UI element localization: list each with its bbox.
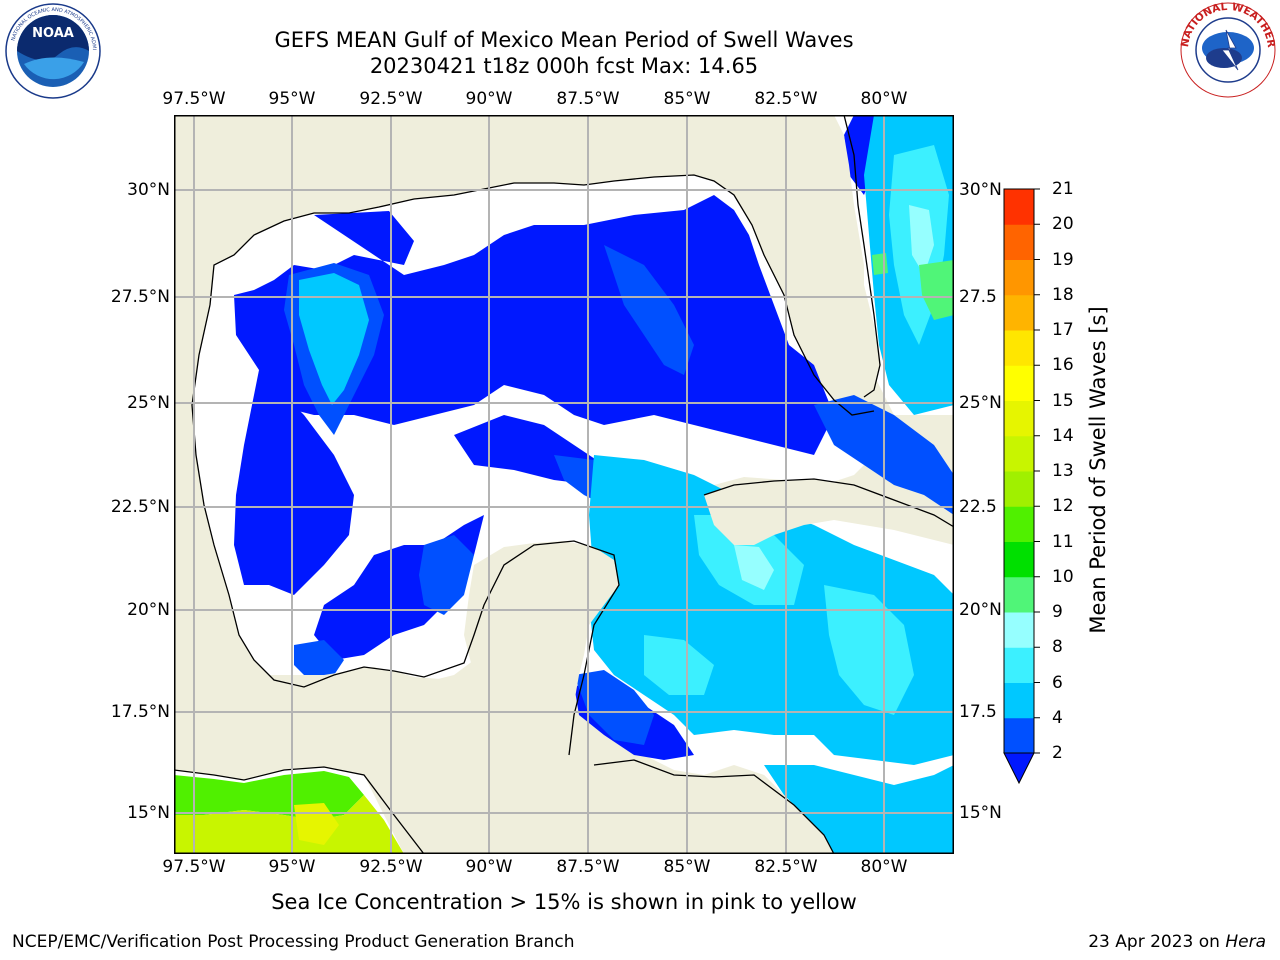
colorbar-tick-label: 8	[1052, 637, 1063, 658]
lon-label-top: 95°W	[268, 89, 316, 109]
colorbar-band	[1004, 717, 1034, 754]
yucatan-land	[464, 541, 619, 775]
colorbar-tick-label: 10	[1052, 566, 1074, 587]
lat-label-left: 25°N	[127, 393, 170, 413]
lon-label-bottom: 92.5°W	[359, 857, 423, 877]
colorbar-band	[1004, 330, 1034, 366]
lat-label-left: 27.5°N	[110, 287, 170, 307]
lat-label-right: 27.5	[959, 287, 997, 307]
lat-label-right: 22.5	[959, 497, 997, 517]
colorbar-band	[1004, 259, 1034, 296]
colorbar-band	[1004, 506, 1034, 542]
colorbar-band	[1004, 612, 1034, 648]
chart-title: GEFS MEAN Gulf of Mexico Mean Period of …	[274, 28, 854, 52]
coastlines	[174, 115, 954, 854]
colorbar-band	[1004, 647, 1034, 683]
colorbar-band	[1004, 365, 1034, 401]
colorbar-label: Mean Period of Swell Waves [s]	[1086, 306, 1110, 634]
colorbar-band	[1004, 400, 1034, 437]
colorbar-band	[1004, 541, 1034, 578]
colorbar-tick-label: 13	[1052, 461, 1074, 481]
colorbar-tick-label: 11	[1052, 531, 1074, 552]
swell-8-9s-contours	[734, 205, 934, 590]
colorbar-tick-label: 20	[1052, 214, 1074, 235]
colorbar-tick-label: 4	[1052, 707, 1063, 728]
lon-label-top: 92.5°W	[359, 89, 423, 109]
colorbar-tick-label: 17	[1052, 320, 1074, 340]
colorbar-tick-label: 14	[1052, 425, 1074, 446]
lon-label-top: 97.5°W	[162, 89, 226, 109]
central-america-land	[174, 667, 834, 854]
colorbar-tick-label: 12	[1052, 496, 1074, 517]
nws-logo: NATIONAL WEATHER SERVICE	[1178, 0, 1277, 98]
colorbar-tick-label: 21	[1052, 179, 1074, 199]
cuba-land	[704, 479, 954, 545]
colorbar-tick-label: 18	[1052, 284, 1074, 305]
colorbar-tick-label: 16	[1052, 355, 1074, 376]
colorbar-under-extension	[1003, 752, 1035, 785]
colorbar-tick-label: 9	[1052, 602, 1063, 622]
colorbar-tick-label: 2	[1052, 743, 1063, 763]
lat-label-left: 30°N	[127, 180, 170, 200]
lat-label-right: 25°N	[959, 393, 1002, 413]
colorbar-band	[1004, 435, 1034, 472]
lon-label-bottom: 90°W	[465, 857, 513, 877]
lon-label-top: 80°W	[860, 89, 908, 109]
lon-label-top: 90°W	[465, 89, 513, 109]
colorbar-band	[1004, 682, 1034, 719]
footer-machine: Hera	[1225, 932, 1266, 952]
colorbar-tick-label: 6	[1052, 672, 1063, 693]
lon-label-top: 82.5°W	[754, 89, 818, 109]
footer-date-text: 23 Apr 2023 on	[1088, 932, 1226, 952]
lat-label-left: 22.5°N	[110, 497, 170, 517]
lat-label-left: 20°N	[127, 600, 170, 620]
lat-label-right: 15°N	[959, 803, 1002, 823]
footer-date: 23 Apr 2023 on Hera	[1088, 932, 1266, 952]
colorbar-band	[1004, 189, 1034, 225]
colorbar-band	[1004, 576, 1034, 613]
footer-credit: NCEP/EMC/Verification Post Processing Pr…	[12, 932, 575, 952]
lon-label-bottom: 85°W	[663, 857, 711, 877]
lon-label-top: 85°W	[663, 89, 711, 109]
map-frame	[174, 115, 954, 854]
colorbar	[1003, 188, 1040, 785]
colorbar-tick-label: 19	[1052, 249, 1074, 270]
colorbar-band	[1004, 294, 1034, 331]
lat-label-left: 15°N	[127, 803, 170, 823]
lat-label-right: 17.5	[959, 702, 997, 722]
svg-text:NOAA: NOAA	[32, 26, 74, 41]
graticule	[174, 115, 954, 854]
colorbar-band	[1004, 224, 1034, 260]
lon-label-bottom: 97.5°W	[162, 857, 226, 877]
colorbar-band	[1004, 471, 1034, 507]
sea-ice-note: Sea Ice Concentration > 15% is shown in …	[271, 890, 857, 914]
lat-label-right: 20°N	[959, 600, 1002, 620]
noaa-logo: NOAA NATIONAL OCEANIC AND ATMOSPHERIC AD…	[4, 2, 101, 99]
lon-label-bottom: 87.5°W	[556, 857, 620, 877]
chart-subtitle: 20230421 t18z 000h fcst Max: 14.65	[369, 54, 759, 78]
lat-label-right: 30°N	[959, 180, 1002, 200]
lon-label-bottom: 95°W	[268, 857, 316, 877]
lat-label-left: 17.5°N	[110, 702, 170, 722]
colorbar-tick-label: 15	[1052, 390, 1074, 411]
florida-land	[694, 115, 880, 397]
lon-label-bottom: 80°W	[860, 857, 908, 877]
lon-label-bottom: 82.5°W	[754, 857, 818, 877]
map-panel	[174, 115, 954, 854]
lon-label-top: 87.5°W	[556, 89, 620, 109]
